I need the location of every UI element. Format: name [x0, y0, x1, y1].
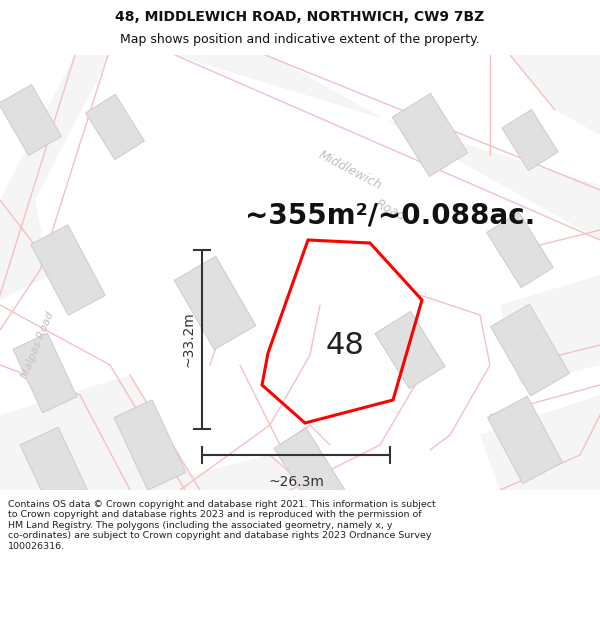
Polygon shape — [502, 109, 558, 171]
Text: 48, MIDDLEWICH ROAD, NORTHWICH, CW9 7BZ: 48, MIDDLEWICH ROAD, NORTHWICH, CW9 7BZ — [115, 10, 485, 24]
Text: Contains OS data © Crown copyright and database right 2021. This information is : Contains OS data © Crown copyright and d… — [8, 500, 436, 551]
Polygon shape — [174, 256, 256, 349]
Polygon shape — [20, 427, 90, 513]
Polygon shape — [480, 395, 600, 490]
Polygon shape — [500, 275, 600, 385]
Polygon shape — [487, 213, 553, 288]
Text: ~355m²/~0.088ac.: ~355m²/~0.088ac. — [245, 201, 535, 229]
Polygon shape — [13, 333, 77, 412]
Text: 48: 48 — [326, 331, 364, 359]
Polygon shape — [392, 93, 467, 177]
Text: ~33.2m: ~33.2m — [181, 312, 195, 368]
Polygon shape — [31, 225, 106, 315]
Text: Middlewich: Middlewich — [316, 148, 384, 192]
Polygon shape — [130, 455, 310, 490]
Polygon shape — [86, 94, 145, 159]
Polygon shape — [0, 55, 110, 300]
Polygon shape — [0, 84, 61, 156]
Text: Malpas Road: Malpas Road — [20, 310, 56, 380]
Polygon shape — [488, 396, 562, 484]
Polygon shape — [274, 428, 346, 512]
Text: ~26.3m: ~26.3m — [268, 475, 324, 489]
Polygon shape — [114, 400, 186, 490]
Polygon shape — [375, 311, 445, 389]
Polygon shape — [0, 375, 200, 490]
Polygon shape — [510, 55, 600, 135]
Text: Map shows position and indicative extent of the property.: Map shows position and indicative extent… — [120, 32, 480, 46]
Text: Road: Road — [373, 197, 407, 223]
Polygon shape — [491, 304, 569, 396]
Polygon shape — [175, 55, 600, 240]
